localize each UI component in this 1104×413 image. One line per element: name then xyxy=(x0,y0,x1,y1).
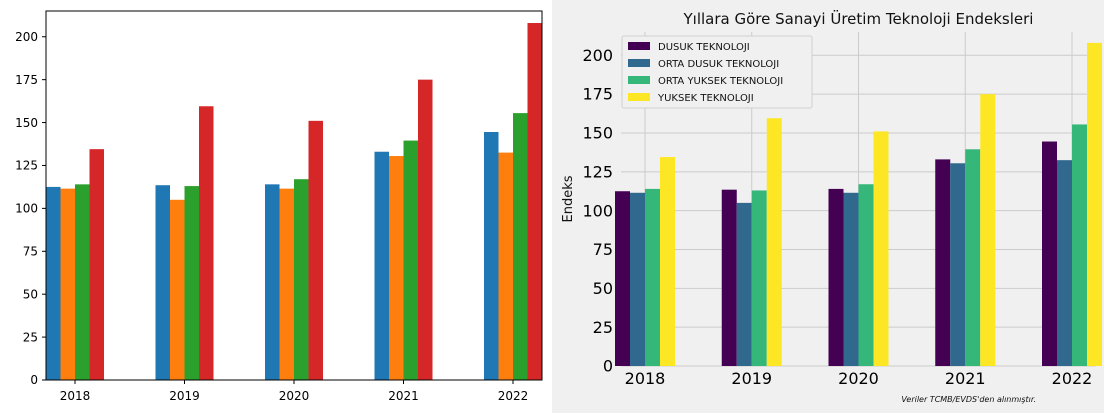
bar xyxy=(75,184,90,380)
bar xyxy=(527,23,542,381)
x-tick-label: 2020 xyxy=(279,389,310,403)
bar xyxy=(858,184,874,366)
bar xyxy=(418,79,433,381)
y-tick-label: 50 xyxy=(593,279,613,298)
bar xyxy=(279,188,294,380)
bar xyxy=(1057,160,1072,366)
bar xyxy=(389,156,404,380)
bar xyxy=(498,152,513,380)
y-tick-label: 0 xyxy=(603,357,613,376)
bar xyxy=(403,140,418,380)
bar xyxy=(766,118,782,367)
bar xyxy=(615,191,630,366)
bar xyxy=(721,189,737,366)
bar xyxy=(484,131,499,380)
x-tick-label: 2018 xyxy=(625,369,666,388)
y-tick-label: 125 xyxy=(582,162,613,181)
y-tick-label: 75 xyxy=(23,244,38,258)
bar xyxy=(630,192,645,366)
legend-swatch xyxy=(628,76,650,84)
legend-label: DUSUK TEKNOLOJI xyxy=(658,42,750,53)
bar xyxy=(965,149,981,366)
legend-label: ORTA DUSUK TEKNOLOJI xyxy=(658,59,779,70)
bar xyxy=(873,131,889,366)
x-tick-label: 2022 xyxy=(498,389,529,403)
bar xyxy=(1042,141,1057,366)
bar xyxy=(184,186,199,380)
bar xyxy=(660,157,675,366)
bar xyxy=(935,159,951,366)
source-annotation: Veriler TCMB/EVDS'den alınmıştır. xyxy=(901,395,1036,404)
bar xyxy=(950,163,966,366)
bar xyxy=(374,151,389,380)
chart-title: Yıllara Göre Sanayi Üretim Teknoloji End… xyxy=(683,9,1034,28)
bar xyxy=(1072,124,1087,366)
x-tick-label: 2021 xyxy=(388,389,419,403)
legend-swatch xyxy=(628,93,650,101)
x-tick-label: 2019 xyxy=(731,369,772,388)
left-bar-chart: 0 25 50 75 100 125 150 175 200 2018 2019 2020 2021 20… xyxy=(15,10,543,403)
legend-swatch xyxy=(628,42,650,50)
bar xyxy=(265,184,280,380)
bar xyxy=(294,179,309,380)
x-tick-label: 2020 xyxy=(838,369,879,388)
bar xyxy=(828,188,844,366)
bar xyxy=(513,113,528,381)
y-tick-label: 75 xyxy=(593,240,613,259)
bar xyxy=(1087,42,1102,366)
y-tick-label: 25 xyxy=(593,318,613,337)
bar xyxy=(308,120,323,380)
bar xyxy=(89,149,104,380)
x-tick-label: 2022 xyxy=(1052,369,1093,388)
y-tick-label: 50 xyxy=(23,287,38,301)
bar xyxy=(980,94,996,367)
legend-label: YUKSEK TEKNOLOJI xyxy=(657,93,754,104)
y-tick-label: 200 xyxy=(582,46,613,65)
y-axis-label: Endeks xyxy=(561,175,576,222)
y-tick-label: 100 xyxy=(15,202,38,216)
legend-label: ORTA YUKSEK TEKNOLOJI xyxy=(658,76,783,87)
y-tick-label: 0 xyxy=(30,373,38,387)
bar xyxy=(751,190,767,366)
y-tick-label: 200 xyxy=(15,30,38,44)
bar xyxy=(199,106,214,381)
bar xyxy=(60,188,75,380)
right-bar-chart: 0 25 50 75 100 125 150 175 200 2018 2019 2020 2021 20… xyxy=(552,0,1104,413)
bar xyxy=(736,202,752,366)
y-tick-label: 100 xyxy=(582,201,613,220)
x-tick-label: 2021 xyxy=(945,369,986,388)
y-tick-label: 150 xyxy=(15,116,38,130)
legend: DUSUK TEKNOLOJI ORTA DUSUK TEKNOLOJI ORTA … xyxy=(621,35,813,109)
bar xyxy=(46,186,61,380)
x-tick-label: 2019 xyxy=(169,389,200,403)
x-tick-label: 2018 xyxy=(60,389,91,403)
y-tick-label: 175 xyxy=(15,73,38,87)
y-tick-label: 150 xyxy=(582,124,613,143)
bar xyxy=(645,188,660,366)
legend-box xyxy=(621,35,813,109)
y-tick-label: 25 xyxy=(23,330,38,344)
bar xyxy=(170,199,185,380)
bar xyxy=(843,192,859,366)
legend-swatch xyxy=(628,59,650,67)
y-tick-label: 125 xyxy=(15,159,38,173)
bar xyxy=(155,185,170,380)
y-tick-label: 175 xyxy=(582,85,613,104)
